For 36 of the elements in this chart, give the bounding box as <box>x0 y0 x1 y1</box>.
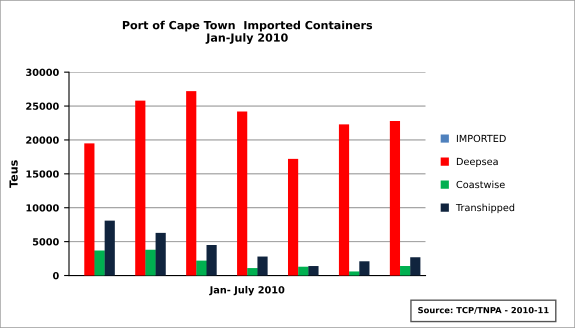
bar <box>390 120 400 276</box>
legend-label: Transhipped <box>456 204 514 214</box>
y-tick-label: 0 <box>52 272 59 280</box>
legend-label: Coastwise <box>456 180 505 188</box>
bar <box>349 271 360 276</box>
bar <box>145 250 156 276</box>
legend-label: IMPORTED <box>456 134 506 142</box>
bar <box>104 220 115 276</box>
y-tick-label: 30000 <box>26 68 59 76</box>
bar <box>338 124 350 276</box>
bar <box>186 91 196 276</box>
chart-title: Port of Cape Town Imported Containers Jan-July 2010 <box>122 20 372 44</box>
y-axis-title: Teus <box>9 160 18 188</box>
bar <box>237 111 248 276</box>
bar <box>84 143 94 276</box>
bar <box>400 266 410 276</box>
legend-label: Deepsea <box>456 158 498 168</box>
bar <box>298 266 308 276</box>
bar <box>359 261 370 276</box>
bar <box>410 257 420 276</box>
source-note: Source: TCP/TNPA - 2010-11 <box>418 306 549 314</box>
bar <box>156 232 166 276</box>
y-tick-label: 10000 <box>26 204 59 212</box>
bar <box>308 266 319 276</box>
bar <box>94 250 105 276</box>
bar <box>257 256 268 276</box>
bar <box>288 158 298 276</box>
bar <box>196 260 207 276</box>
bar <box>135 100 146 276</box>
bar <box>247 268 258 276</box>
y-tick-label: 5000 <box>32 238 59 246</box>
y-tick-label: 25000 <box>26 102 59 110</box>
y-tick-label: 15000 <box>26 170 59 178</box>
x-axis-title: Jan- July 2010 <box>209 286 284 296</box>
bar <box>206 245 217 276</box>
y-tick-label: 20000 <box>26 136 59 144</box>
